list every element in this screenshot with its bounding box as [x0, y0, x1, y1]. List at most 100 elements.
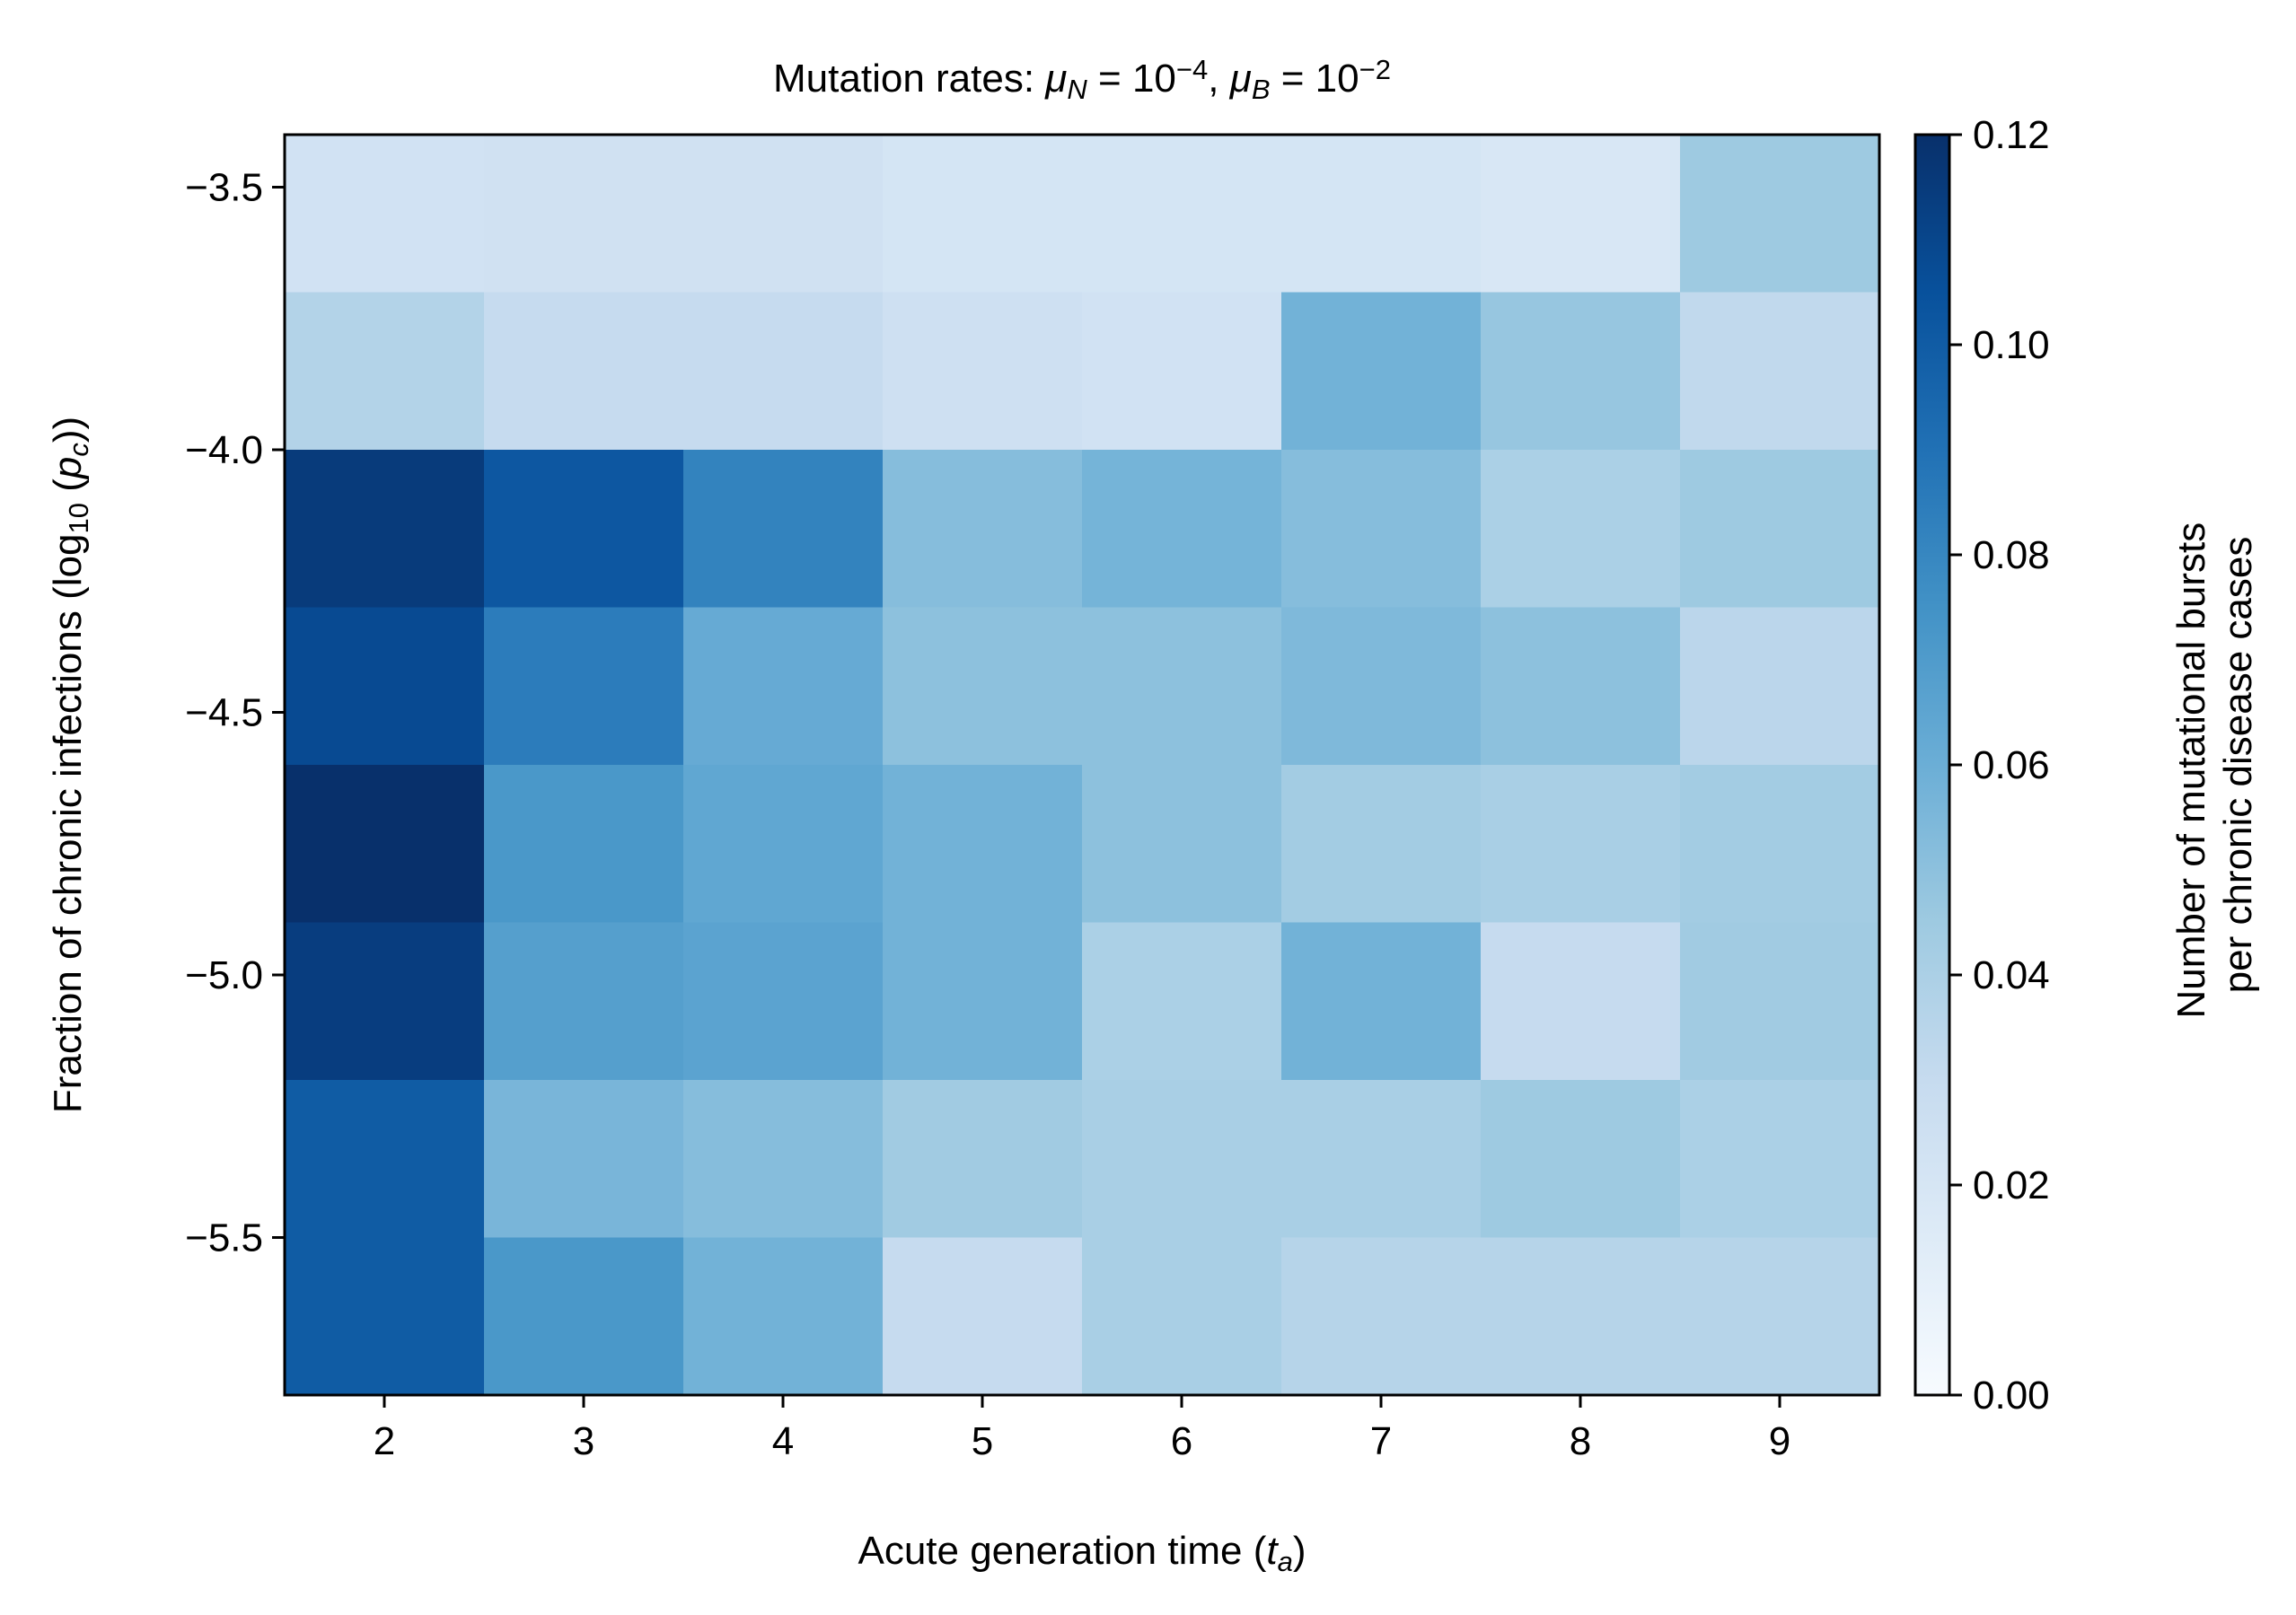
heatmap-cell — [883, 607, 1083, 766]
heatmap-cell — [285, 292, 485, 451]
heatmap-cell — [1680, 922, 1880, 1081]
heatmap-cell — [1680, 607, 1880, 766]
heatmap-cell — [883, 135, 1083, 294]
heatmap-cell — [484, 135, 684, 294]
heatmap-cell — [1082, 765, 1282, 924]
colorbar-label: Number of mutational bursts per chronic … — [2169, 512, 2260, 1019]
heatmap-cell — [1680, 765, 1880, 924]
heatmap-cell — [1481, 1080, 1681, 1239]
chart-title: Mutation rates: μN = 10−4, μB = 10−2 — [773, 54, 1391, 105]
heatmap-cell — [285, 135, 485, 294]
label-fragment: a — [1278, 1546, 1293, 1577]
y-axis-label: Fraction of chronic infections (log10 (p… — [46, 417, 94, 1113]
heatmap-cell — [1481, 607, 1681, 766]
x-axis: 2 3 4 5 6 7 8 9 — [374, 1395, 1790, 1463]
colorbar-tick-label: 0.10 — [1973, 323, 2050, 367]
heatmap-cell — [1082, 922, 1282, 1081]
heatmap-cell — [1281, 922, 1482, 1081]
colorbar — [1913, 133, 1951, 1397]
heatmap-cell — [683, 1237, 884, 1396]
heatmap-cell — [883, 765, 1083, 924]
heatmap-cell — [883, 1237, 1083, 1396]
heatmap-cell — [1680, 1237, 1880, 1396]
label-fragment: )) — [46, 417, 90, 443]
label-fragment: Acute generation time ( — [858, 1529, 1266, 1573]
heatmap-cell — [285, 1080, 485, 1239]
label-fragment: μ — [1044, 57, 1067, 101]
heatmap-cell — [1082, 607, 1282, 766]
heatmap-cell — [683, 450, 884, 609]
heatmap-cell — [1680, 135, 1880, 294]
heatmap-cell — [285, 765, 485, 924]
heatmap-cell — [484, 292, 684, 451]
heatmap-cell — [484, 765, 684, 924]
heatmap-cell — [1481, 922, 1681, 1081]
heatmap-cell — [1281, 1080, 1482, 1239]
heatmap-cell — [484, 607, 684, 766]
heatmap-cell — [285, 922, 485, 1081]
colorbar-tick-label: 0.02 — [1973, 1163, 2050, 1207]
x-tick-label: 4 — [772, 1419, 794, 1463]
label-fragment: −2 — [1359, 54, 1391, 85]
heatmap-cell — [285, 1237, 485, 1396]
heatmap-cell — [1281, 450, 1482, 609]
heatmap-cell — [1281, 292, 1482, 451]
label-fragment: B — [1252, 74, 1271, 105]
label-fragment: ) — [1293, 1529, 1306, 1573]
heatmap-cell — [1281, 1237, 1482, 1396]
heatmap-cell — [1481, 450, 1681, 609]
label-fragment: ( — [46, 478, 90, 503]
y-axis: −3.5 −4.0 −4.5 −5.0 −5.5 — [185, 166, 285, 1260]
label-fragment: = 10 — [1087, 57, 1176, 101]
heatmap-cell — [1481, 1237, 1681, 1396]
y-tick-label: −4.5 — [185, 691, 263, 735]
label-fragment: c — [63, 443, 94, 457]
heatmap-cell — [484, 1237, 684, 1396]
label-fragment: Fraction of chronic infections (log — [46, 534, 90, 1114]
label-fragment: −4 — [1176, 54, 1208, 85]
heatmap-cell — [883, 292, 1083, 451]
heatmap-cell — [1481, 135, 1681, 294]
heatmap-cell — [484, 922, 684, 1081]
heatmap-cell — [285, 607, 485, 766]
colorbar-tick-label: 0.06 — [1973, 743, 2050, 787]
heatmap-cell — [484, 450, 684, 609]
heatmap-cell — [683, 292, 884, 451]
colorbar-label-line1: Number of mutational bursts — [2169, 522, 2213, 1019]
y-tick-label: −4.0 — [185, 428, 263, 472]
label-fragment: p — [46, 457, 90, 480]
heatmap-cell — [1680, 1080, 1880, 1239]
heatmap-cell — [1281, 135, 1482, 294]
heatmap-cell — [683, 1080, 884, 1239]
plot-frame — [283, 133, 1881, 1397]
colorbar-tick-label: 0.04 — [1973, 953, 2050, 997]
x-tick-label: 9 — [1769, 1419, 1790, 1463]
heatmap-cell — [1082, 292, 1282, 451]
heatmap-cell — [1082, 1237, 1282, 1396]
heatmap-cell — [1481, 765, 1681, 924]
label-fragment: = 10 — [1271, 57, 1359, 101]
x-tick-label: 6 — [1171, 1419, 1192, 1463]
heatmap-cell — [1481, 292, 1681, 451]
heatmap-cell — [683, 922, 884, 1081]
colorbar-ticks: 0.00 0.02 0.04 0.06 0.08 0.10 0.12 — [1949, 113, 2050, 1418]
colorbar-tick-label: 0.08 — [1973, 533, 2050, 577]
x-tick-label: 2 — [374, 1419, 395, 1463]
heatmap-cell — [1082, 135, 1282, 294]
x-tick-label: 3 — [573, 1419, 594, 1463]
heatmap-cell — [883, 450, 1083, 609]
x-tick-label: 5 — [972, 1419, 993, 1463]
x-tick-label: 8 — [1570, 1419, 1591, 1463]
heatmap-cell — [883, 922, 1083, 1081]
label-fragment: , — [1208, 57, 1229, 101]
heatmap-cells — [285, 135, 1880, 1396]
colorbar-tick-label: 0.12 — [1973, 113, 2050, 157]
heatmap-cell — [1082, 1080, 1282, 1239]
x-tick-label: 7 — [1370, 1419, 1392, 1463]
heatmap-cell — [1680, 450, 1880, 609]
heatmap-cell — [285, 450, 485, 609]
colorbar-label-line2: per chronic disease cases — [2216, 537, 2260, 994]
heatmap-cell — [1281, 607, 1482, 766]
heatmap-cell — [683, 607, 884, 766]
